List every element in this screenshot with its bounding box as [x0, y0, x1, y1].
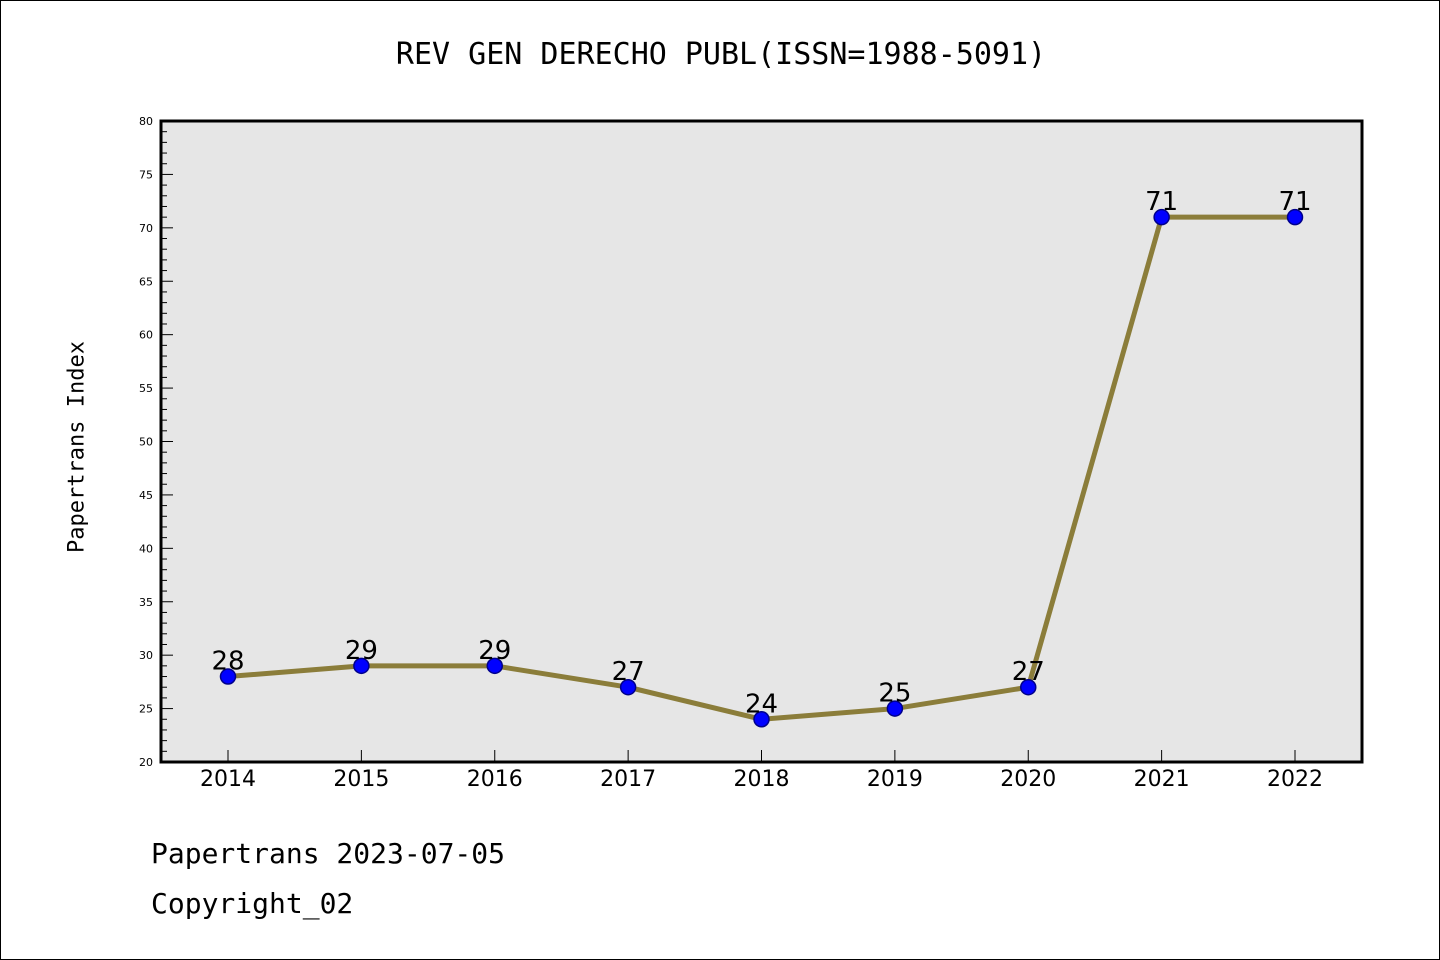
- y-tick-label: 30: [139, 649, 153, 662]
- data-label: 29: [345, 636, 378, 666]
- x-tick-label: 2015: [333, 767, 389, 792]
- y-major-ticks: 20 25 30 35 40 45 50 55 60 65 70 75 80: [139, 115, 173, 769]
- x-ticks: 2014 2015 2016 2017 2018 2019 2020 2021 2022: [200, 750, 1323, 792]
- series-markers: [219, 208, 1304, 728]
- data-label: 71: [1278, 187, 1311, 217]
- data-label: 29: [478, 636, 511, 666]
- data-label: 71: [1145, 187, 1178, 217]
- y-tick-label: 40: [139, 542, 153, 555]
- data-labels: 28 29 29 27 24 25 27 71 71: [211, 187, 1311, 719]
- plot-area: [161, 121, 1362, 762]
- data-point: [1286, 208, 1304, 226]
- x-tick-label: 2014: [200, 767, 256, 792]
- data-point: [1020, 678, 1037, 696]
- footer-copyright-text: Copyright_02: [151, 887, 354, 920]
- y-tick-label: 60: [139, 329, 153, 342]
- data-point: [353, 657, 370, 675]
- data-label: 27: [1012, 657, 1045, 687]
- x-tick-label: 2017: [600, 767, 656, 792]
- data-label: 27: [612, 657, 645, 687]
- x-tick-label: 2021: [1134, 767, 1190, 792]
- x-tick-label: 2019: [867, 767, 923, 792]
- y-tick-label: 35: [139, 596, 153, 609]
- data-point: [219, 668, 237, 685]
- data-point: [486, 657, 503, 675]
- y-tick-label: 65: [139, 275, 153, 288]
- data-label: 25: [878, 679, 911, 709]
- y-tick-label: 70: [139, 222, 153, 235]
- footer-date-text: Papertrans 2023-07-05: [151, 837, 506, 870]
- chart-title: REV GEN DERECHO PUBL(ISSN=1988-5091): [395, 37, 1047, 72]
- data-point: [1153, 208, 1170, 226]
- data-point: [886, 700, 904, 717]
- x-tick-label: 2016: [467, 767, 523, 792]
- data-point: [753, 711, 770, 728]
- data-label: 24: [745, 689, 778, 719]
- plot-frame: [159, 119, 1364, 764]
- y-tick-label: 20: [139, 756, 153, 769]
- data-label: 28: [211, 647, 244, 677]
- y-tick-label: 25: [139, 703, 153, 716]
- y-tick-label: 75: [139, 168, 153, 181]
- x-tick-label: 2020: [1000, 767, 1056, 792]
- y-tick-label: 50: [139, 436, 153, 449]
- x-tick-label: 2022: [1267, 767, 1323, 792]
- y-tick-label: 45: [139, 489, 153, 502]
- y-tick-label: 80: [139, 115, 153, 128]
- y-tick-label: 55: [139, 382, 153, 395]
- data-point: [619, 678, 637, 696]
- x-tick-label: 2018: [734, 767, 790, 792]
